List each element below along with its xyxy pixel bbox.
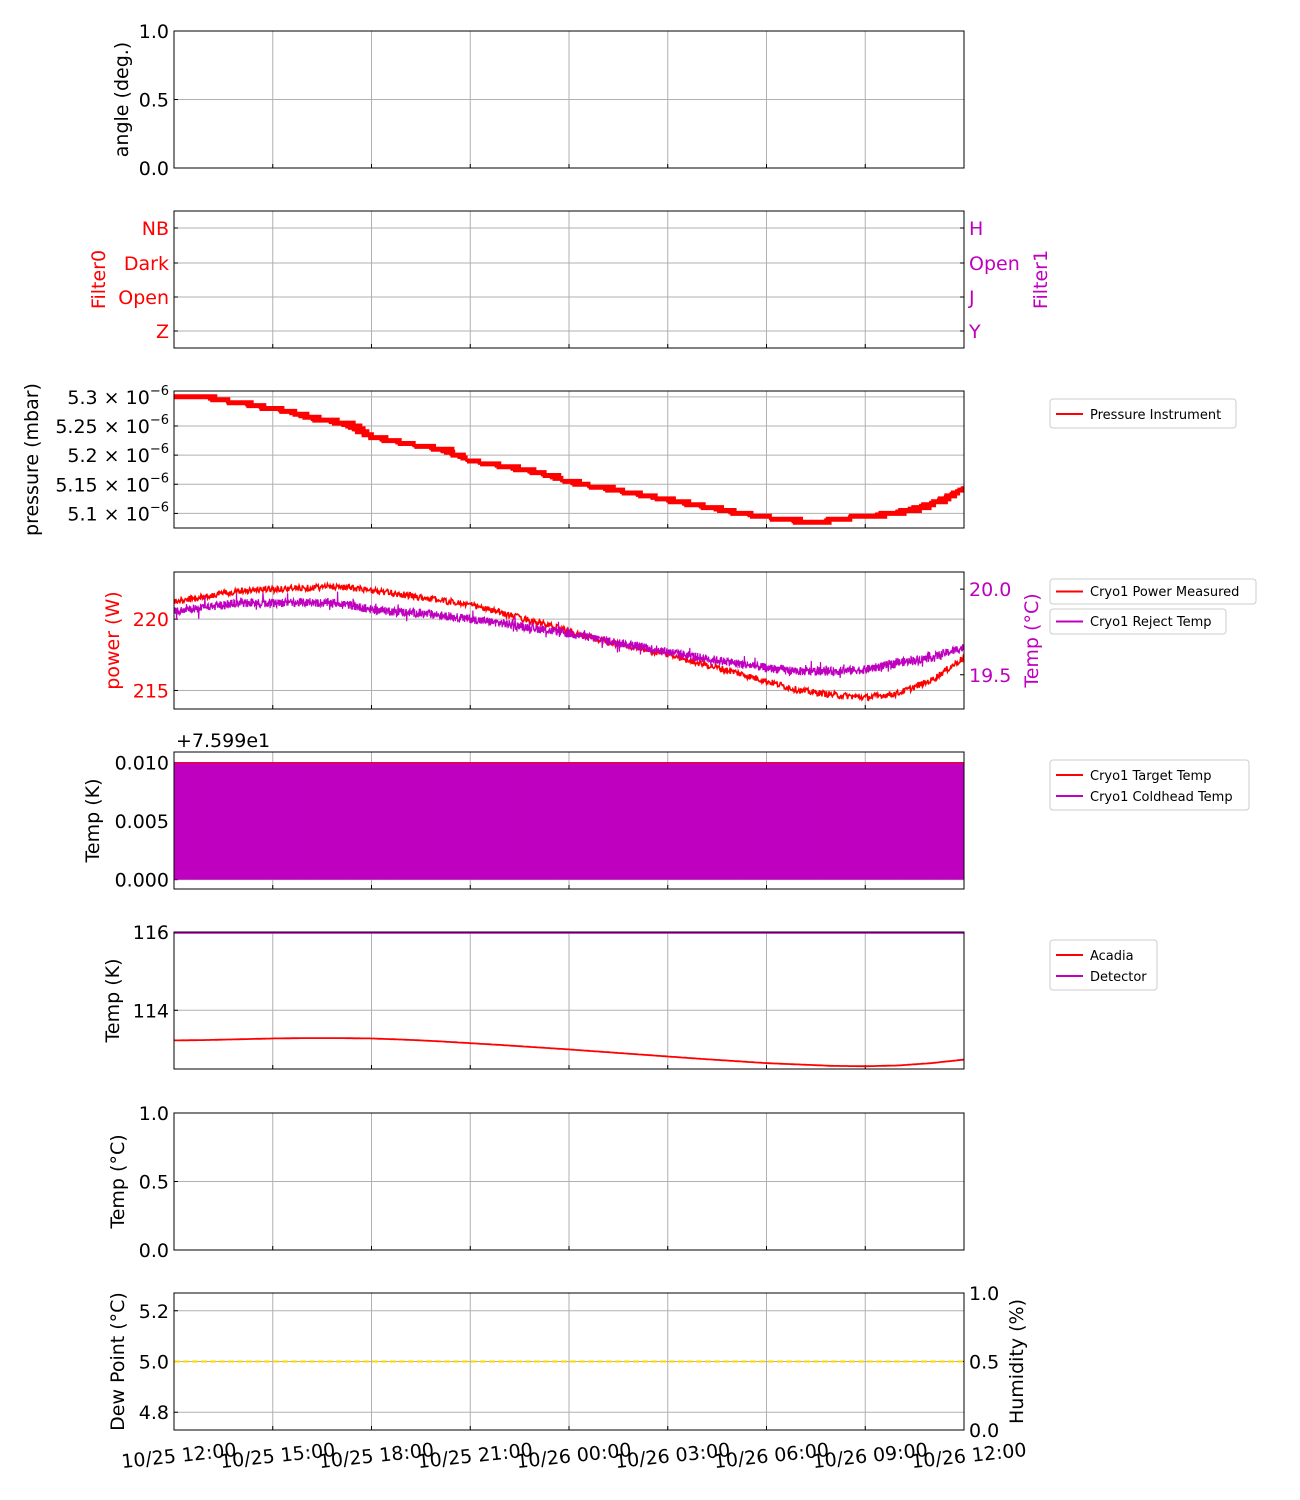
y-tick-label-right: 19.5 <box>969 665 1011 687</box>
series-line-cryo1-reject-temp <box>174 591 964 679</box>
y-tick-label: Open <box>118 287 169 309</box>
y-tick-label: 1.0 <box>139 21 169 43</box>
y-axis-label: pressure (mbar) <box>21 383 43 536</box>
y-axis-label: Filter0 <box>88 250 110 309</box>
series-blocks-pressure-instrument <box>174 394 964 525</box>
y-tick-label: 0.005 <box>115 811 169 833</box>
legend-label: Pressure Instrument <box>1090 408 1221 423</box>
y-tick-label: 0.5 <box>139 1172 169 1194</box>
plot-area <box>174 932 964 1068</box>
y-tick-label: 116 <box>133 922 169 944</box>
y-tick-label: 0.010 <box>115 753 169 775</box>
panel-dewpoint: 4.8 5.0 5.2 0.0 0.5 1.0 Dew Point (°C) Humidity… <box>107 1283 1028 1473</box>
panel-pressure: 5.3 × 10−6 5.25 × 10−6 5.2 × 10−6 5.15 × 10… <box>21 383 1237 536</box>
y-tick-label: 0.0 <box>139 1240 169 1262</box>
legend-frame <box>1049 759 1250 811</box>
legend: Cryo1 Target Temp Cryo1 Coldhead Temp <box>1049 759 1250 811</box>
y-axis-label: Dew Point (°C) <box>107 1292 129 1431</box>
y-tick-label-right: 0.5 <box>969 1352 999 1374</box>
legend-label: Detector <box>1090 970 1147 985</box>
y-tick-label-right: 20.0 <box>969 579 1011 601</box>
y-tick-label: 5.2 <box>139 1301 169 1323</box>
y-tick-label: 1.0 <box>139 1103 169 1125</box>
y-tick-label: 5.15 × 10−6 <box>55 471 169 496</box>
axes-frame <box>173 571 965 710</box>
y-axis-label-right: Filter1 <box>1030 250 1052 309</box>
series-line-acadia <box>174 1037 964 1068</box>
legend-frame <box>1049 398 1237 429</box>
y-tick-label: 0.000 <box>115 870 169 892</box>
series-texture-cryo1-coldhead-temp <box>174 762 962 880</box>
panel-cryo_power: 215 220 19.5 20.0 power (W) Temp (°C) Cryo1 Po… <box>102 571 1257 710</box>
y-tick-label: NB <box>142 218 169 240</box>
legend-label: Cryo1 Target Temp <box>1090 769 1211 784</box>
y-tick-label: 220 <box>133 609 169 631</box>
y-tick-label: 5.1 × 10−6 <box>67 500 169 525</box>
y-tick-label-right: H <box>969 218 983 240</box>
plot-area <box>174 394 964 525</box>
panel-env_temp: 0.0 0.5 1.0 Temp (°C) <box>107 1103 965 1262</box>
y-axis-label: Temp (K) <box>82 779 104 864</box>
y-axis-label-right: Humidity (%) <box>1006 1299 1028 1424</box>
y-axis-label-right: Temp (°C) <box>1021 593 1043 688</box>
y-tick-label: 5.0 <box>139 1352 169 1374</box>
legend-frame <box>1049 578 1257 605</box>
plot-area <box>174 580 964 702</box>
offset-text: +7.599e1 <box>176 730 270 752</box>
legend: Acadia Detector <box>1049 939 1158 991</box>
x-tick-label: 10/26 12:00 <box>910 1439 1027 1473</box>
y-tick-label: 5.3 × 10−6 <box>67 384 169 409</box>
y-tick-label: 4.8 <box>139 1402 169 1424</box>
legend-label: Acadia <box>1090 949 1134 964</box>
y-tick-label: 114 <box>133 1000 169 1022</box>
y-tick-label: Z <box>156 321 169 343</box>
legend-label: Cryo1 Coldhead Temp <box>1090 790 1233 805</box>
axes-frame <box>173 210 965 349</box>
panel-angle: 0.0 0.5 1.0 angle (deg.) <box>111 21 965 180</box>
y-tick-label: 5.2 × 10−6 <box>67 442 169 467</box>
legend-frame <box>1049 939 1158 991</box>
y-axis-label: power (W) <box>102 591 124 689</box>
y-axis-label: Temp (K) <box>102 959 124 1044</box>
axes-frame <box>173 931 965 1070</box>
panel-cryo_temp: 0.000 0.005 0.010 Temp (K) +7.599e1 Cryo1 Tar… <box>82 730 1250 892</box>
axes-frame <box>173 390 965 529</box>
y-tick-label-right: Open <box>969 253 1020 275</box>
legend-label: Cryo1 Reject Temp <box>1090 615 1212 630</box>
y-tick-label: 0.5 <box>139 90 169 112</box>
axes-frame <box>173 30 965 169</box>
y-tick-label-right: 1.0 <box>969 1283 999 1305</box>
y-tick-label: 5.25 × 10−6 <box>55 413 169 438</box>
panel-filters: NB H Dark Open Open J Z Y Filter0 Filter1 <box>88 210 1052 349</box>
y-tick-label-right: Y <box>968 321 981 343</box>
y-tick-label: Dark <box>124 253 169 275</box>
plot-area <box>174 762 964 880</box>
y-tick-label-right: J <box>968 287 975 309</box>
legend: Cryo1 Reject Temp <box>1049 608 1227 635</box>
legend: Pressure Instrument <box>1049 398 1237 429</box>
y-axis-label: angle (deg.) <box>111 42 133 157</box>
legend-label: Cryo1 Power Measured <box>1090 585 1239 600</box>
y-tick-label: 0.0 <box>139 158 169 180</box>
axes-frame <box>173 751 965 890</box>
axes-frame <box>173 1112 965 1251</box>
legend-frame <box>1049 608 1227 635</box>
y-axis-label: Temp (°C) <box>107 1134 129 1229</box>
legend: Cryo1 Power Measured <box>1049 578 1257 605</box>
y-tick-label-right: 0.0 <box>969 1420 999 1442</box>
axes-frame <box>173 1292 965 1431</box>
y-tick-label: 215 <box>133 680 169 702</box>
panel-detector: 114 116 Temp (K) Acadia Detector <box>102 922 1158 1070</box>
